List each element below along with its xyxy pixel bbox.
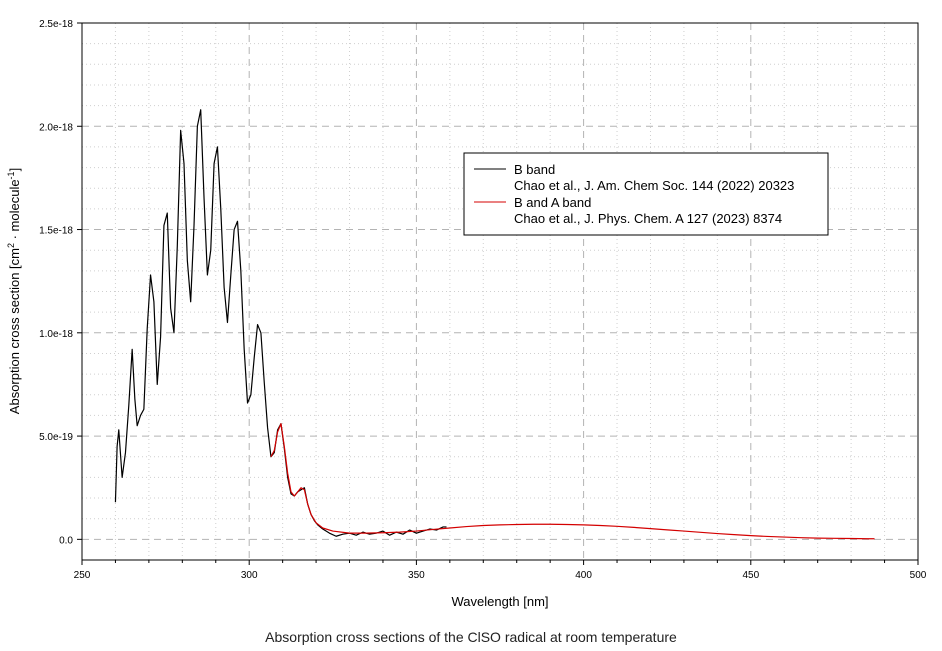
- grid: [82, 23, 918, 560]
- legend-ref-b-band: Chao et al., J. Am. Chem Soc. 144 (2022)…: [514, 178, 794, 193]
- y-tick-label: 5.0e-19: [39, 432, 73, 443]
- plot-area: [81, 22, 919, 561]
- y-tick-label: 1.0e-18: [39, 329, 73, 340]
- chart-title: Absorption cross sections of the ClSO ra…: [265, 629, 677, 645]
- series-group: [114, 109, 875, 540]
- x-axis-label: Wavelength [nm]: [451, 594, 548, 609]
- x-tick-label: 350: [408, 570, 425, 581]
- y-tick-label: 2.5e-18: [39, 19, 73, 30]
- y-tick-label: 0.0: [59, 535, 73, 546]
- legend-label-b-band: B band: [514, 162, 555, 177]
- y-axis-label-mid: · molecule: [7, 179, 22, 243]
- y-tick-label: 1.5e-18: [39, 226, 73, 237]
- x-tick-label: 450: [742, 570, 759, 581]
- x-tick-label: 300: [241, 570, 258, 581]
- y-axis-label-post: ]: [7, 168, 22, 172]
- y-axis-label: Absorption cross section [cm2 · molecule…: [6, 168, 22, 414]
- legend-box: [463, 152, 829, 236]
- legend-ref-b-and-a-band: Chao et al., J. Phys. Chem. A 127 (2023)…: [514, 211, 782, 226]
- y-axis: 0.0 5.0e-19 1.0e-18 1.5e-18 2.0e-18 2.5e-18: [39, 19, 82, 546]
- y-axis-label-sup1: 2: [6, 243, 16, 248]
- series-line-b-band: [114, 109, 447, 537]
- y-tick-label: 2.0e-18: [39, 122, 73, 133]
- x-tick-label: 500: [910, 570, 927, 581]
- x-tick-label: 400: [575, 570, 592, 581]
- legend-label-b-and-a-band: B and A band: [514, 195, 591, 210]
- x-axis: 250 300 350 400 450 500: [74, 560, 927, 581]
- series-line-b-and-a-band: [270, 423, 875, 540]
- y-axis-label-pre: Absorption cross section [cm: [7, 248, 22, 414]
- x-tick-label: 250: [74, 570, 91, 581]
- y-axis-label-sup2: -1: [6, 171, 16, 179]
- legend: B band Chao et al., J. Am. Chem Soc. 144…: [463, 152, 829, 236]
